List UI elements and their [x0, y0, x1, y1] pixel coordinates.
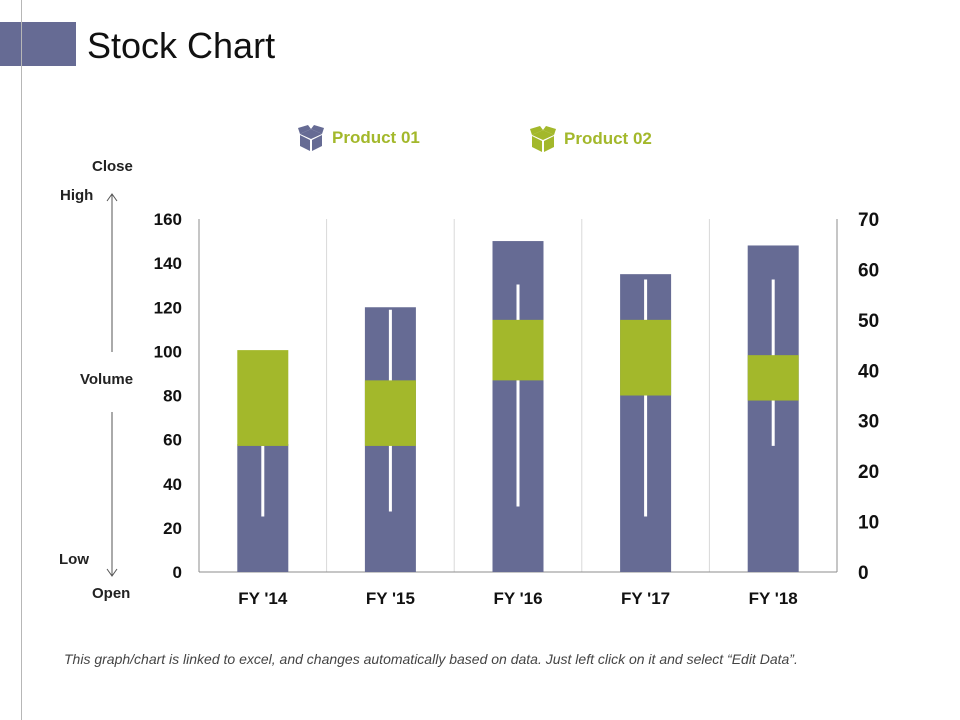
- category-label: FY '16: [493, 589, 542, 608]
- right-tick-label: 0: [858, 563, 869, 584]
- left-tick-label: 60: [163, 431, 182, 450]
- left-tick-label: 40: [163, 475, 182, 494]
- close-label: Close: [92, 158, 133, 175]
- volume-up-arrow-head: [106, 193, 118, 202]
- legend-label: Product 01: [332, 128, 420, 147]
- category-label: FY '17: [621, 589, 670, 608]
- page-title: Stock Chart: [87, 25, 276, 66]
- open-close-body: [620, 319, 672, 396]
- open-close-body: [492, 319, 544, 381]
- right-tick-label: 70: [858, 210, 879, 231]
- footnote: This graph/chart is linked to excel, and…: [64, 651, 798, 667]
- right-tick-label: 10: [858, 513, 879, 534]
- left-tick-label: 0: [173, 563, 182, 582]
- open-close-body: [747, 355, 799, 401]
- left-tick-label: 80: [163, 387, 182, 406]
- legend-product-01: Product 01: [298, 124, 420, 152]
- category-label: FY '15: [366, 589, 415, 608]
- box-icon: [298, 125, 324, 151]
- category-label: FY '14: [238, 589, 288, 608]
- volume-down-arrow-head: [106, 568, 118, 577]
- right-tick-label: 60: [858, 260, 879, 281]
- right-tick-label: 50: [858, 311, 879, 332]
- legend-label: Product 02: [564, 129, 652, 148]
- open-close-body: [237, 350, 289, 446]
- right-tick-label: 40: [858, 361, 879, 382]
- left-tick-label: 20: [163, 519, 182, 538]
- legend-product-02: Product 02: [530, 125, 652, 153]
- volume-label: Volume: [80, 371, 134, 388]
- left-tick-label: 140: [154, 254, 182, 273]
- left-tick-label: 160: [154, 210, 182, 229]
- open-label: Open: [92, 585, 131, 602]
- category-label: FY '18: [749, 589, 798, 608]
- title-accent-block: [0, 22, 76, 66]
- right-tick-label: 20: [858, 462, 879, 483]
- left-tick-label: 100: [154, 342, 182, 361]
- low-label: Low: [59, 551, 89, 568]
- left-tick-label: 120: [154, 298, 182, 317]
- box-icon: [530, 126, 556, 152]
- high-label: High: [60, 187, 94, 204]
- right-tick-label: 30: [858, 412, 879, 433]
- open-close-body: [364, 380, 416, 446]
- left-divider: [21, 0, 22, 720]
